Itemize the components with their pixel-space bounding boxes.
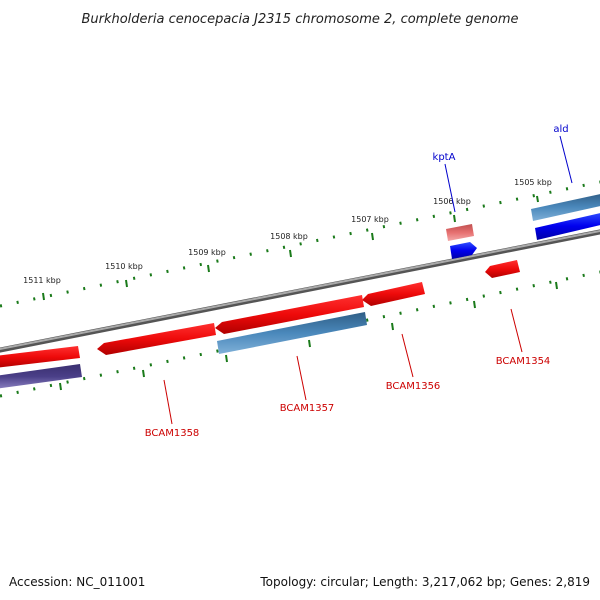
inner-tick bbox=[555, 281, 558, 290]
genome-summary-text: Topology: circular; Length: 3,217,062 bp… bbox=[259, 575, 590, 589]
tick-1507 bbox=[371, 232, 374, 241]
tick-label-1505: 1505 kbp bbox=[514, 178, 552, 187]
tick-label-1506: 1506 kbp bbox=[433, 197, 471, 206]
tick-1508 bbox=[289, 249, 292, 258]
ruler-outer-dots bbox=[0, 180, 600, 308]
leader-BCAM1358 bbox=[163, 379, 173, 425]
leader-BCAM1356 bbox=[401, 333, 414, 378]
gene-red-block-left[interactable] bbox=[0, 346, 80, 368]
tick-label-1509: 1509 kbp bbox=[188, 248, 226, 257]
tick-label-1508: 1508 kbp bbox=[270, 232, 308, 241]
tick-1506 bbox=[453, 214, 456, 223]
leader-ald bbox=[559, 135, 573, 184]
leader-BCAM1357 bbox=[296, 355, 307, 401]
inner-tick bbox=[225, 354, 228, 363]
gene-kptA-feature[interactable] bbox=[450, 242, 477, 259]
accession-text: Accession: NC_011001 bbox=[9, 575, 145, 589]
gene-BCAM1357-feature[interactable] bbox=[217, 312, 367, 354]
gene-label-BCAM1357[interactable]: BCAM1357 bbox=[280, 403, 335, 414]
chromosome-backbone-highlight bbox=[0, 229, 600, 351]
gene-label-kptA[interactable]: kptA bbox=[433, 152, 456, 163]
gene-slate-block-left[interactable] bbox=[0, 364, 82, 389]
map-title: Burkholderia cenocepacia J2315 chromosom… bbox=[81, 12, 518, 27]
tick-label-1510: 1510 kbp bbox=[105, 262, 143, 271]
tick-1511 bbox=[42, 292, 45, 301]
gene-BCAM1356-feature[interactable] bbox=[362, 282, 425, 306]
gene-red-block-center[interactable] bbox=[215, 295, 364, 334]
gene-ald-feature[interactable] bbox=[531, 193, 600, 221]
gene-label-BCAM1356[interactable]: BCAM1356 bbox=[386, 381, 441, 392]
tick-1509 bbox=[207, 264, 210, 273]
gene-ald-blue-feature[interactable] bbox=[535, 212, 600, 240]
inner-tick bbox=[391, 322, 394, 331]
tick-label-1511: 1511 kbp bbox=[23, 276, 61, 285]
leader-BCAM1354 bbox=[510, 308, 523, 353]
inner-tick bbox=[142, 369, 145, 378]
tick-1505 bbox=[536, 195, 539, 203]
inner-tick bbox=[308, 339, 311, 348]
gene-BCAM1354-feature[interactable] bbox=[485, 260, 520, 278]
ruler-major-ticks bbox=[42, 195, 539, 301]
leader-kptA bbox=[444, 163, 456, 213]
tick-1510 bbox=[125, 279, 128, 288]
leader-lines bbox=[163, 135, 573, 425]
gene-BCAM1358-feature[interactable] bbox=[97, 323, 216, 355]
inner-tick bbox=[59, 382, 62, 391]
gene-label-BCAM1354[interactable]: BCAM1354 bbox=[496, 356, 551, 367]
inner-tick bbox=[473, 300, 476, 309]
gene-kptA-pink-feature[interactable] bbox=[446, 224, 474, 241]
tick-label-1507: 1507 kbp bbox=[351, 215, 389, 224]
ruler-inner-major-ticks bbox=[59, 281, 558, 391]
gene-label-BCAM1358[interactable]: BCAM1358 bbox=[145, 428, 200, 439]
gene-label-ald[interactable]: ald bbox=[553, 124, 568, 135]
